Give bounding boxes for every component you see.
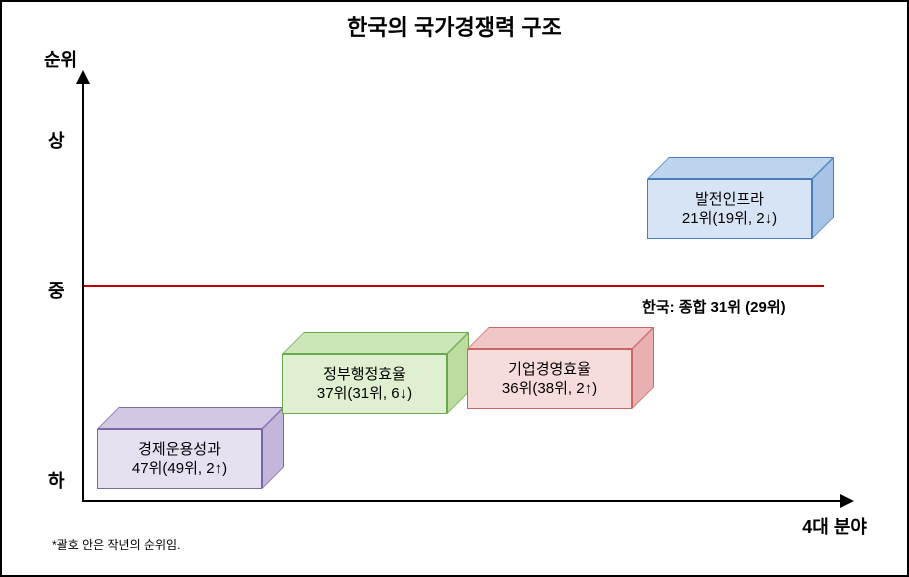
box-business-front-face: 기업경영효율36위(38위, 2↑) [467,349,632,409]
box-infra-top-face [647,157,834,179]
box-infra-label-line2: 21위(19위, 2↓) [682,209,777,229]
y-tick-label: 중 [48,277,65,303]
box-economy-label-line2: 47위(49위, 2↑) [132,459,227,479]
box-business: 기업경영효율36위(38위, 2↑) [467,327,654,409]
plot-area: 상중하한국: 종합 31위 (29위)경제운용성과47위(49위, 2↑)정부행… [82,72,862,502]
box-infra-front-face: 발전인프라21위(19위, 2↓) [647,179,812,239]
chart-frame: 한국의 국가경쟁력 구조 순위 4대 분야 *괄호 안은 작년의 순위임. 상중… [0,0,909,577]
box-government: 정부행정효율37위(31위, 6↓) [282,332,469,414]
box-economy-top-face [97,407,284,429]
box-business-label-line2: 36위(38위, 2↑) [502,379,597,399]
y-tick-label: 하 [48,467,65,493]
box-government-front-face: 정부행정효율37위(31위, 6↓) [282,354,447,414]
box-government-top-face [282,332,469,354]
reference-line-label: 한국: 종합 31위 (29위) [642,296,786,317]
box-infra-label-line1: 발전인프라 [695,190,764,210]
box-government-label-line1: 정부행정효율 [323,365,406,385]
box-business-label-line1: 기업경영효율 [508,360,591,380]
footnote: *괄호 안은 작년의 순위임. [52,536,180,553]
y-axis [82,82,84,502]
x-axis-label: 4대 분야 [802,513,867,539]
box-economy: 경제운용성과47위(49위, 2↑) [97,407,284,489]
y-tick-label: 상 [48,127,65,153]
x-axis [82,500,842,502]
box-infra: 발전인프라21위(19위, 2↓) [647,157,834,239]
y-axis-arrow-icon [76,70,90,84]
box-economy-label-line1: 경제운용성과 [138,440,221,460]
box-government-label-line2: 37위(31위, 6↓) [317,384,412,404]
box-economy-front-face: 경제운용성과47위(49위, 2↑) [97,429,262,489]
box-business-top-face [467,327,654,349]
x-axis-arrow-icon [840,494,854,508]
chart-title: 한국의 국가경쟁력 구조 [2,10,907,42]
reference-line [84,285,824,287]
y-axis-label: 순위 [44,46,77,72]
